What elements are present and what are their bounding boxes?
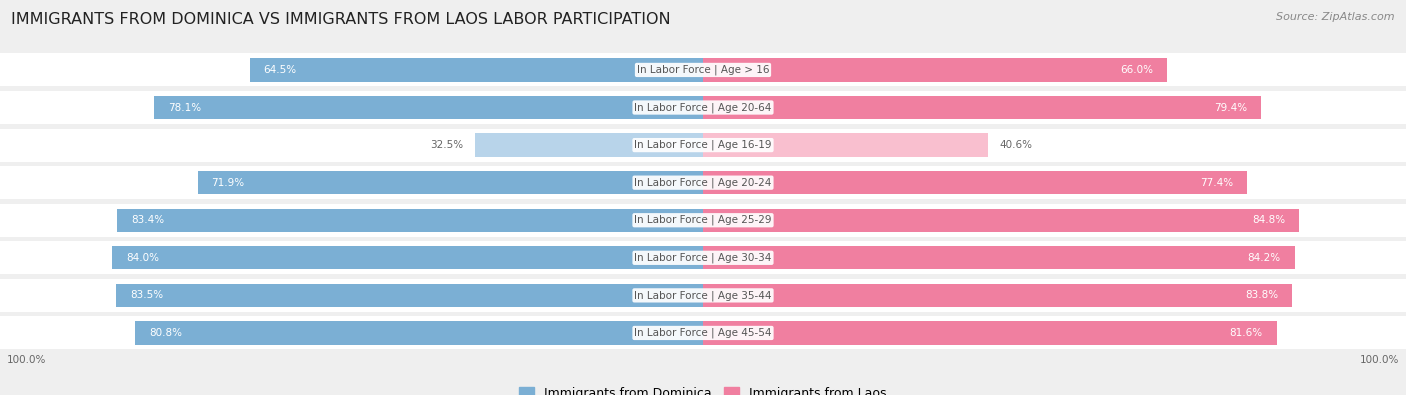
Text: In Labor Force | Age 25-29: In Labor Force | Age 25-29 [634, 215, 772, 226]
Bar [0, 53, 1406, 87]
Text: 83.8%: 83.8% [1244, 290, 1278, 300]
Text: 64.5%: 64.5% [264, 65, 297, 75]
Bar [115, 284, 703, 307]
Text: In Labor Force | Age 30-34: In Labor Force | Age 30-34 [634, 252, 772, 263]
Bar [0, 241, 1406, 275]
Text: 66.0%: 66.0% [1121, 65, 1153, 75]
Text: In Labor Force | Age 45-54: In Labor Force | Age 45-54 [634, 328, 772, 338]
Text: 81.6%: 81.6% [1229, 328, 1263, 338]
Bar [0, 91, 1406, 124]
Text: 79.4%: 79.4% [1213, 103, 1247, 113]
Bar [703, 246, 1295, 269]
Bar [0, 279, 1406, 312]
Bar [112, 246, 703, 269]
Bar [475, 134, 703, 157]
Text: 84.8%: 84.8% [1251, 215, 1285, 225]
Text: In Labor Force | Age 20-24: In Labor Force | Age 20-24 [634, 177, 772, 188]
Bar [703, 171, 1247, 194]
Bar [250, 58, 703, 82]
Text: 71.9%: 71.9% [211, 178, 245, 188]
Legend: Immigrants from Dominica, Immigrants from Laos: Immigrants from Dominica, Immigrants fro… [515, 382, 891, 395]
Text: 80.8%: 80.8% [149, 328, 181, 338]
Text: In Labor Force | Age 35-44: In Labor Force | Age 35-44 [634, 290, 772, 301]
Text: 78.1%: 78.1% [169, 103, 201, 113]
Text: 77.4%: 77.4% [1199, 178, 1233, 188]
Bar [703, 134, 988, 157]
Text: IMMIGRANTS FROM DOMINICA VS IMMIGRANTS FROM LAOS LABOR PARTICIPATION: IMMIGRANTS FROM DOMINICA VS IMMIGRANTS F… [11, 12, 671, 27]
Text: In Labor Force | Age > 16: In Labor Force | Age > 16 [637, 65, 769, 75]
Bar [703, 96, 1261, 119]
Bar [197, 171, 703, 194]
Text: 32.5%: 32.5% [430, 140, 464, 150]
Bar [703, 284, 1292, 307]
Text: 100.0%: 100.0% [7, 355, 46, 365]
Text: 84.0%: 84.0% [127, 253, 159, 263]
Text: Source: ZipAtlas.com: Source: ZipAtlas.com [1277, 12, 1395, 22]
Text: 84.2%: 84.2% [1247, 253, 1281, 263]
Bar [0, 128, 1406, 162]
Text: In Labor Force | Age 16-19: In Labor Force | Age 16-19 [634, 140, 772, 150]
Text: 40.6%: 40.6% [1000, 140, 1032, 150]
Text: 83.4%: 83.4% [131, 215, 165, 225]
Bar [703, 58, 1167, 82]
Bar [703, 321, 1277, 344]
Text: 100.0%: 100.0% [1360, 355, 1399, 365]
Bar [0, 316, 1406, 350]
Bar [135, 321, 703, 344]
Text: 83.5%: 83.5% [131, 290, 163, 300]
Bar [0, 204, 1406, 237]
Text: In Labor Force | Age 20-64: In Labor Force | Age 20-64 [634, 102, 772, 113]
Bar [117, 209, 703, 232]
Bar [703, 209, 1299, 232]
Bar [0, 166, 1406, 199]
Bar [155, 96, 703, 119]
